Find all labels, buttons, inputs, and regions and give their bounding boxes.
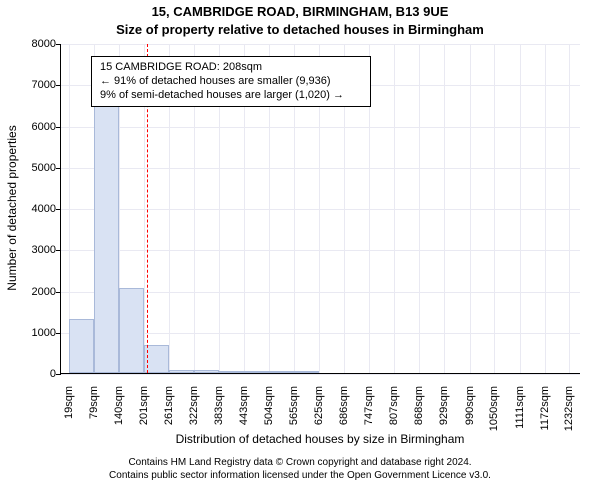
y-tick-mark: [56, 292, 61, 293]
histogram-bar: [294, 371, 319, 373]
y-tick-label: 7000: [16, 79, 56, 91]
y-tick-label: 8000: [16, 38, 56, 50]
y-tick-label: 5000: [16, 162, 56, 174]
y-tick-label: 4000: [16, 203, 56, 215]
chart-title-line1: 15, CAMBRIDGE ROAD, BIRMINGHAM, B13 9UE: [0, 4, 600, 19]
gridline-horizontal: [61, 127, 580, 128]
gridline-vertical: [569, 44, 570, 373]
y-tick-mark: [56, 250, 61, 251]
y-tick-mark: [56, 374, 61, 375]
annotation-line: 15 CAMBRIDGE ROAD: 208sqm: [100, 61, 362, 75]
gridline-vertical: [470, 44, 471, 373]
y-tick-label: 0: [16, 368, 56, 380]
histogram-bar: [69, 319, 94, 373]
histogram-bar: [269, 371, 294, 373]
y-tick-mark: [56, 44, 61, 45]
footer-line-2: Contains public sector information licen…: [0, 469, 600, 482]
footer-line-1: Contains HM Land Registry data © Crown c…: [0, 456, 600, 469]
gridline-horizontal: [61, 44, 580, 45]
y-tick-mark: [56, 209, 61, 210]
chart-footer: Contains HM Land Registry data © Crown c…: [0, 456, 600, 482]
y-tick-label: 1000: [16, 327, 56, 339]
annotation-box: 15 CAMBRIDGE ROAD: 208sqm← 91% of detach…: [91, 56, 371, 107]
gridline-horizontal: [61, 374, 580, 375]
gridline-horizontal: [61, 168, 580, 169]
chart-container: 15, CAMBRIDGE ROAD, BIRMINGHAM, B13 9UE …: [0, 0, 600, 500]
histogram-bar: [194, 370, 219, 373]
y-tick-mark: [56, 333, 61, 334]
gridline-horizontal: [61, 250, 580, 251]
histogram-bar: [94, 97, 119, 373]
y-tick-mark: [56, 85, 61, 86]
annotation-line: 9% of semi-detached houses are larger (1…: [100, 89, 362, 103]
chart-title-line2: Size of property relative to detached ho…: [0, 22, 600, 37]
gridline-vertical: [545, 44, 546, 373]
y-tick-label: 2000: [16, 286, 56, 298]
y-tick-label: 3000: [16, 244, 56, 256]
y-axis-label: Number of detached properties: [5, 43, 19, 373]
annotation-line: ← 91% of detached houses are smaller (9,…: [100, 75, 362, 89]
gridline-vertical: [394, 44, 395, 373]
gridline-vertical: [520, 44, 521, 373]
histogram-bar: [244, 371, 269, 373]
gridline-horizontal: [61, 209, 580, 210]
histogram-bar: [219, 371, 244, 373]
gridline-vertical: [419, 44, 420, 373]
histogram-bar: [169, 370, 194, 373]
y-tick-mark: [56, 127, 61, 128]
plot-area: 01000200030004000500060007000800019sqm79…: [60, 44, 580, 374]
y-tick-mark: [56, 168, 61, 169]
gridline-vertical: [444, 44, 445, 373]
x-axis-label: Distribution of detached houses by size …: [60, 432, 580, 446]
y-tick-label: 6000: [16, 121, 56, 133]
gridline-vertical: [494, 44, 495, 373]
histogram-bar: [119, 288, 144, 373]
